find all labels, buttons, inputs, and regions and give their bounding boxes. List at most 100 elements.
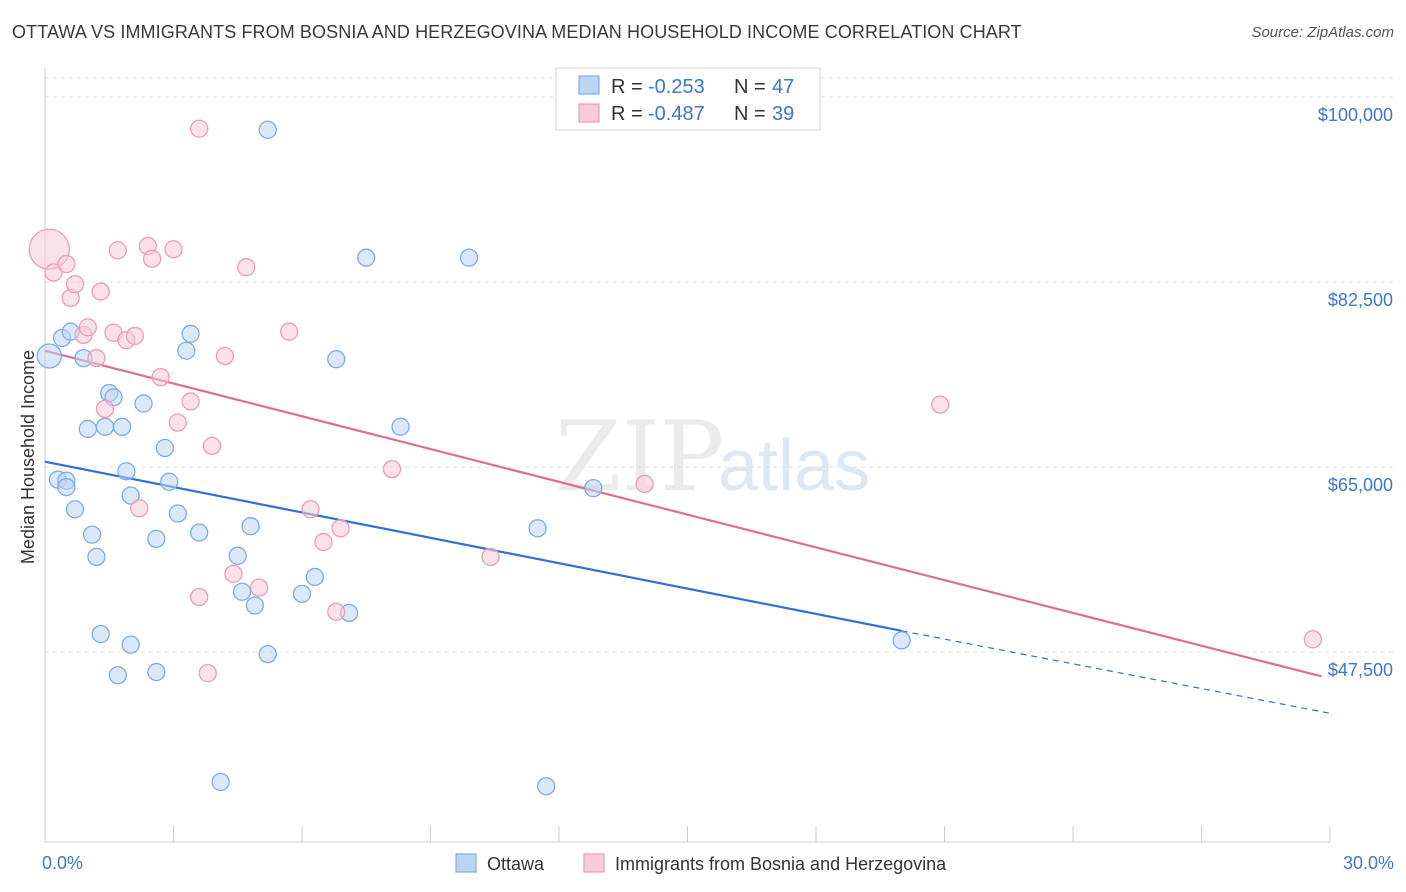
- bosnia-point-15: [151, 367, 170, 387]
- bosnia-point-29: [314, 532, 333, 552]
- ottawa-point-23: [181, 324, 200, 343]
- top-legend: R = -0.253 N = 47 R = -0.487 N = 39: [555, 67, 821, 131]
- ottawa-point-46: [357, 248, 376, 267]
- y-tick-label-2: $82,500: [1328, 290, 1393, 310]
- ottawa-point-26: [121, 635, 140, 654]
- bosnia-point-38: [130, 499, 149, 518]
- ottawa-point-29: [228, 546, 247, 565]
- ottawa-point-7: [65, 500, 85, 519]
- bosnia-point-14: [142, 249, 162, 268]
- bosnia-point-31: [331, 519, 350, 538]
- legend-swatch-bosnia: [578, 103, 600, 123]
- bosnia-point-36: [931, 395, 950, 414]
- bosnia-point-4: [65, 274, 85, 294]
- bosnia-point-12: [125, 326, 145, 346]
- ottawa-point-19: [155, 438, 175, 458]
- ottawa-point-15: [117, 462, 136, 481]
- tick-labels: $47,500 $65,000 $82,500 $100,000 0.0% 30.0%: [42, 105, 1394, 873]
- bosnia-point-22: [202, 436, 222, 456]
- legend-n-label-ottawa: N =: [734, 76, 766, 98]
- legend-r-value-bosnia: -0.487: [648, 103, 705, 125]
- bosnia-point-27: [279, 322, 299, 341]
- data-points: [28, 119, 1323, 796]
- ottawa-point-30: [232, 582, 252, 601]
- ottawa-point-45: [537, 777, 556, 796]
- y-tick-label-1: $65,000: [1328, 475, 1393, 495]
- watermark-zip: ZIP: [555, 401, 724, 513]
- bosnia-point-32: [382, 459, 402, 479]
- x-tick-label-0: 0.0%: [42, 853, 83, 873]
- bosnia-point-20: [190, 587, 209, 607]
- legend-r-label-bosnia: R =: [611, 103, 643, 125]
- bosnia-point-19: [190, 119, 209, 138]
- ottawa-point-25: [91, 624, 110, 644]
- bosnia-point-6: [78, 318, 97, 337]
- ottawa-point-32: [245, 596, 265, 615]
- bosnia-point-30: [327, 602, 346, 621]
- top-legend-box: [555, 67, 821, 131]
- bottom-legend-swatch-ottawa: [455, 853, 477, 873]
- legend-n-value-bosnia: 39: [772, 103, 794, 125]
- bosnia-point-25: [237, 258, 256, 277]
- y-tick-label-0: $47,500: [1328, 660, 1393, 680]
- bosnia-point-28: [301, 500, 320, 519]
- ottawa-point-20: [160, 472, 179, 491]
- ottawa-point-0: [36, 343, 62, 369]
- bosnia-point-34: [635, 474, 654, 494]
- ottawa-trend-line: [44, 460, 902, 632]
- ottawa-point-28: [147, 662, 166, 682]
- bosnia-point-33: [481, 547, 500, 567]
- ottawa-point-31: [241, 517, 260, 536]
- bosnia-point-8: [91, 282, 110, 301]
- ottawa-trend-extension: [901, 630, 1331, 714]
- bosnia-point-10: [108, 241, 127, 260]
- y-axis-label: Median Household Income: [18, 350, 38, 564]
- bosnia-point-16: [164, 240, 183, 259]
- ottawa-point-9: [82, 525, 102, 544]
- bottom-legend-label-bosnia: Immigrants from Bosnia and Herzegovina: [615, 854, 947, 874]
- legend-r-label-ottawa: R =: [611, 76, 643, 98]
- ottawa-point-17: [134, 394, 153, 413]
- gridlines: [45, 77, 1395, 653]
- ottawa-point-24: [190, 523, 209, 542]
- legend-n-label-bosnia: N =: [734, 103, 766, 125]
- ottawa-point-35: [292, 584, 312, 604]
- ottawa-point-43: [892, 631, 911, 650]
- y-tick-label-3: $100,000: [1318, 105, 1393, 125]
- bosnia-point-1: [44, 263, 63, 282]
- legend-r-value-ottawa: -0.253: [648, 76, 705, 98]
- bosnia-trend-line: [44, 349, 1322, 678]
- legend-swatch-ottawa: [578, 75, 600, 95]
- bottom-legend-label-ottawa: Ottawa: [487, 854, 545, 874]
- bosnia-point-23: [215, 346, 235, 366]
- axes: [44, 68, 1331, 843]
- ottawa-point-14: [112, 417, 132, 436]
- watermark: ZIP atlas: [555, 401, 870, 513]
- watermark-atlas: atlas: [718, 426, 870, 506]
- bottom-legend-swatch-bosnia: [583, 853, 605, 873]
- ottawa-point-34: [258, 120, 277, 139]
- bosnia-point-21: [198, 663, 217, 683]
- ottawa-point-21: [168, 504, 187, 523]
- ottawa-point-6: [57, 477, 76, 497]
- bosnia-point-26: [250, 578, 269, 597]
- ottawa-point-33: [258, 644, 277, 664]
- bosnia-point-2: [57, 254, 76, 274]
- ottawa-point-22: [177, 341, 196, 360]
- chart-title: OTTAWA VS IMMIGRANTS FROM BOSNIA AND HER…: [12, 22, 1022, 42]
- bosnia-point-17: [168, 413, 187, 432]
- x-tick-label-1: 30.0%: [1343, 853, 1394, 873]
- ottawa-point-44: [211, 772, 230, 792]
- bosnia-point-24: [224, 564, 243, 583]
- ottawa-point-18: [147, 529, 166, 549]
- ottawa-point-10: [87, 547, 106, 567]
- bosnia-point-7: [87, 348, 106, 368]
- bottom-legend: Ottawa Immigrants from Bosnia and Herzeg…: [455, 853, 947, 874]
- ottawa-point-37: [327, 350, 346, 369]
- ottawa-point-27: [108, 666, 127, 685]
- ottawa-point-8: [78, 419, 97, 439]
- ottawa-point-40: [459, 248, 479, 267]
- legend-n-value-ottawa: 47: [772, 76, 794, 98]
- bosnia-point-37: [1303, 630, 1323, 649]
